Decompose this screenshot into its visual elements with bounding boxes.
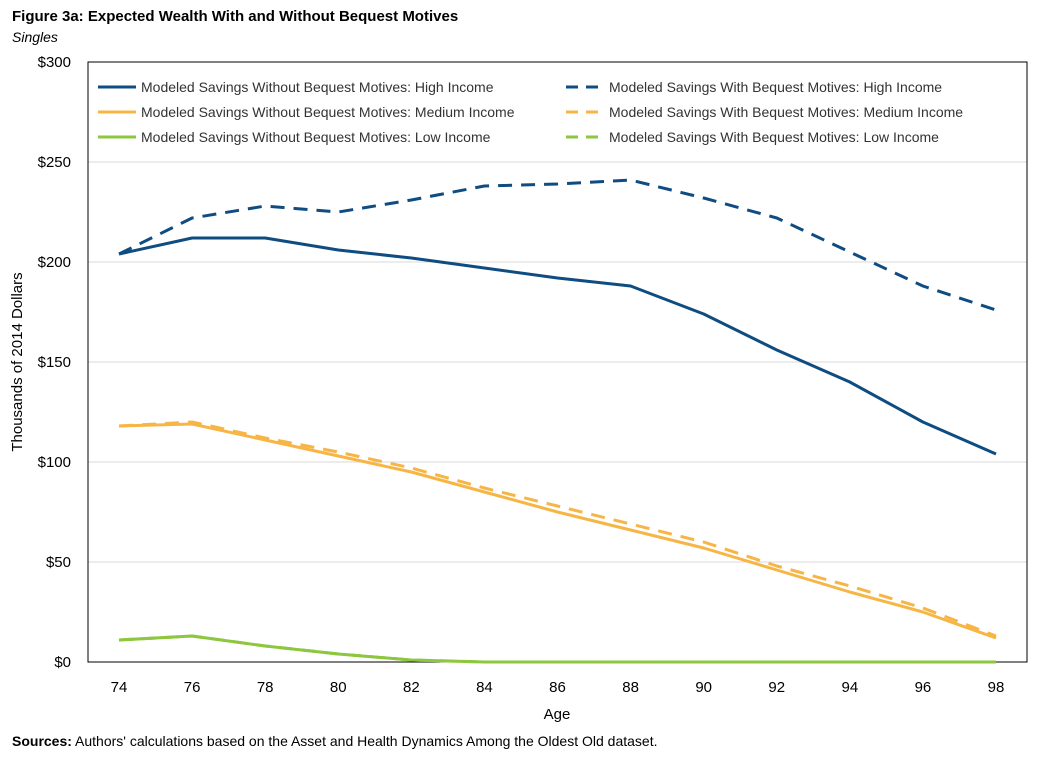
y-tick-label: $200	[38, 254, 71, 271]
series-line	[118, 178, 997, 312]
x-tick-label: 74	[111, 679, 128, 696]
series-line	[118, 420, 997, 638]
x-tick-label: 92	[768, 679, 785, 696]
y-tick-label: $300	[38, 54, 71, 71]
figure-subtitle: Singles	[12, 29, 58, 45]
sources-text: Authors' calculations based on the Asset…	[71, 733, 658, 749]
y-tick-label: $250	[38, 154, 71, 171]
x-tick-label: 82	[403, 679, 420, 696]
x-tick-label: 78	[257, 679, 274, 696]
x-tick-label: 96	[915, 679, 932, 696]
sources-note: Sources: Authors' calculations based on …	[12, 733, 658, 749]
legend-label: Modeled Savings Without Bequest Motives:…	[141, 129, 491, 145]
legend-label: Modeled Savings Without Bequest Motives:…	[141, 79, 494, 95]
x-tick-label: 94	[841, 679, 858, 696]
y-axis-title: Thousands of 2014 Dollars	[9, 272, 26, 451]
y-tick-label: $0	[54, 654, 71, 671]
x-tick-label: 90	[695, 679, 712, 696]
x-tick-label: 80	[330, 679, 347, 696]
gridlines	[88, 161, 1027, 563]
y-axis-ticks: $0 $50 $100 $150 $200 $250 $300	[38, 54, 71, 671]
x-axis-title: Age	[544, 706, 571, 723]
y-tick-label: $50	[46, 554, 71, 571]
legend-label: Modeled Savings With Bequest Motives: Hi…	[609, 79, 942, 95]
series-line	[118, 422, 997, 640]
series-line	[118, 634, 996, 664]
y-tick-label: $150	[38, 354, 71, 371]
x-tick-label: 76	[184, 679, 201, 696]
x-tick-label: 98	[988, 679, 1005, 696]
figure-title: Figure 3a: Expected Wealth With and With…	[12, 8, 459, 25]
x-axis-ticks: 74 76 78 80 82 84 86 88 90 92 94 96 98	[111, 679, 1005, 696]
y-tick-label: $100	[38, 454, 71, 471]
series-line	[118, 236, 997, 456]
series-lines	[118, 178, 997, 664]
sources-label: Sources:	[12, 733, 72, 749]
x-tick-label: 86	[549, 679, 566, 696]
series-line	[118, 634, 996, 664]
legend-label: Modeled Savings With Bequest Motives: Me…	[609, 104, 963, 120]
legend-label: Modeled Savings Without Bequest Motives:…	[141, 104, 515, 120]
x-tick-label: 84	[476, 679, 493, 696]
x-tick-label: 88	[622, 679, 639, 696]
legend: Modeled Savings Without Bequest Motives:…	[98, 79, 963, 145]
legend-label: Modeled Savings With Bequest Motives: Lo…	[609, 129, 939, 145]
